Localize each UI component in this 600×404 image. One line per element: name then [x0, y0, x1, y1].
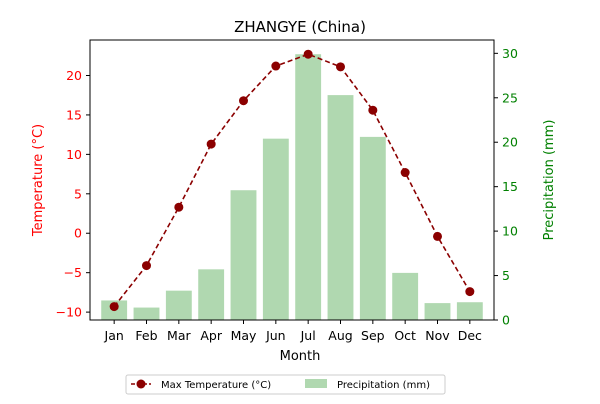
x-tick-label: Jan: [104, 328, 124, 343]
temperature-point-apr: [206, 139, 216, 149]
right-axis: 0 5 10 15 20 25 30: [494, 46, 518, 328]
precip-bar-may: [230, 190, 257, 320]
right-tick-label: 15: [502, 179, 518, 194]
precip-bar-jul: [295, 54, 322, 320]
legend-temperature-marker: [136, 379, 146, 389]
precip-bar-oct: [392, 272, 419, 320]
temperature-point-feb: [142, 261, 151, 271]
x-tick-label: Nov: [425, 328, 450, 343]
precip-bar-feb: [133, 307, 160, 320]
right-axis-label: Precipitation (mm): [542, 120, 557, 241]
left-tick-label: 0: [74, 226, 82, 241]
temperature-point-sep: [368, 105, 378, 115]
bars-layer: [101, 54, 483, 320]
precip-bar-aug: [327, 95, 354, 320]
x-axis-label: Month: [280, 349, 321, 364]
precip-bar-dec: [456, 302, 483, 320]
left-tick-label: −10: [56, 305, 82, 320]
right-tick-label: 5: [502, 268, 510, 283]
x-tick-label: Dec: [458, 328, 482, 343]
x-tick-label: Feb: [135, 328, 157, 343]
x-tick-label: Sep: [361, 328, 385, 343]
temperature-point-may: [239, 96, 248, 106]
left-tick-label: 5: [74, 186, 82, 201]
temperature-point-oct: [400, 168, 410, 178]
left-tick-label: −5: [64, 265, 82, 280]
temperature-line: [113, 53, 471, 308]
left-tick-label: 10: [66, 147, 82, 162]
left-tick-label: 15: [66, 107, 82, 122]
right-tick-label: 25: [502, 90, 518, 105]
precip-bar-mar: [165, 290, 192, 320]
x-axis: Jan Feb Mar Apr May Jun Jul Aug Sep Oct Nov Dec: [104, 320, 482, 343]
x-tick-label: Mar: [167, 328, 191, 343]
right-tick-label: 30: [502, 46, 518, 61]
temperature-point-dec: [465, 287, 475, 297]
temperature-point-mar: [174, 202, 184, 212]
legend: Max Temperature (°C) Precipitation (mm): [125, 374, 446, 395]
x-tick-label: May: [231, 328, 257, 343]
left-tick-label: 20: [66, 68, 82, 83]
precip-bar-nov: [424, 303, 451, 320]
x-tick-label: Aug: [328, 328, 352, 343]
precip-bar-apr: [198, 269, 225, 320]
left-axis-label: Temperature (°C): [31, 124, 46, 237]
chart-title: ZHANGYE (China): [234, 18, 366, 36]
plot-frame: [89, 39, 495, 321]
right-tick-label: 10: [502, 224, 518, 239]
left-axis: −10 −5 0 5 10 15 20: [56, 68, 90, 320]
temperature-point-jul: [303, 49, 313, 59]
right-tick-label: 20: [502, 135, 518, 150]
temperature-point-nov: [433, 231, 442, 241]
x-tick-label: Jul: [300, 328, 316, 343]
legend-box: [125, 374, 446, 395]
legend-temperature-label: Max Temperature (°C): [161, 380, 271, 391]
precip-bar-jun: [262, 138, 289, 320]
temperature-point-jun: [271, 61, 281, 71]
x-tick-label: Oct: [394, 328, 416, 343]
precip-bar-sep: [359, 136, 386, 320]
temperature-point-aug: [336, 62, 345, 72]
line-layer: [109, 49, 475, 312]
legend-precipitation-label: Precipitation (mm): [337, 380, 430, 391]
legend-precipitation-swatch: [305, 379, 327, 388]
x-tick-label: Apr: [200, 328, 222, 343]
x-tick-label: Jun: [265, 328, 286, 343]
right-tick-label: 0: [502, 313, 510, 328]
temperature-point-jan: [109, 302, 119, 312]
